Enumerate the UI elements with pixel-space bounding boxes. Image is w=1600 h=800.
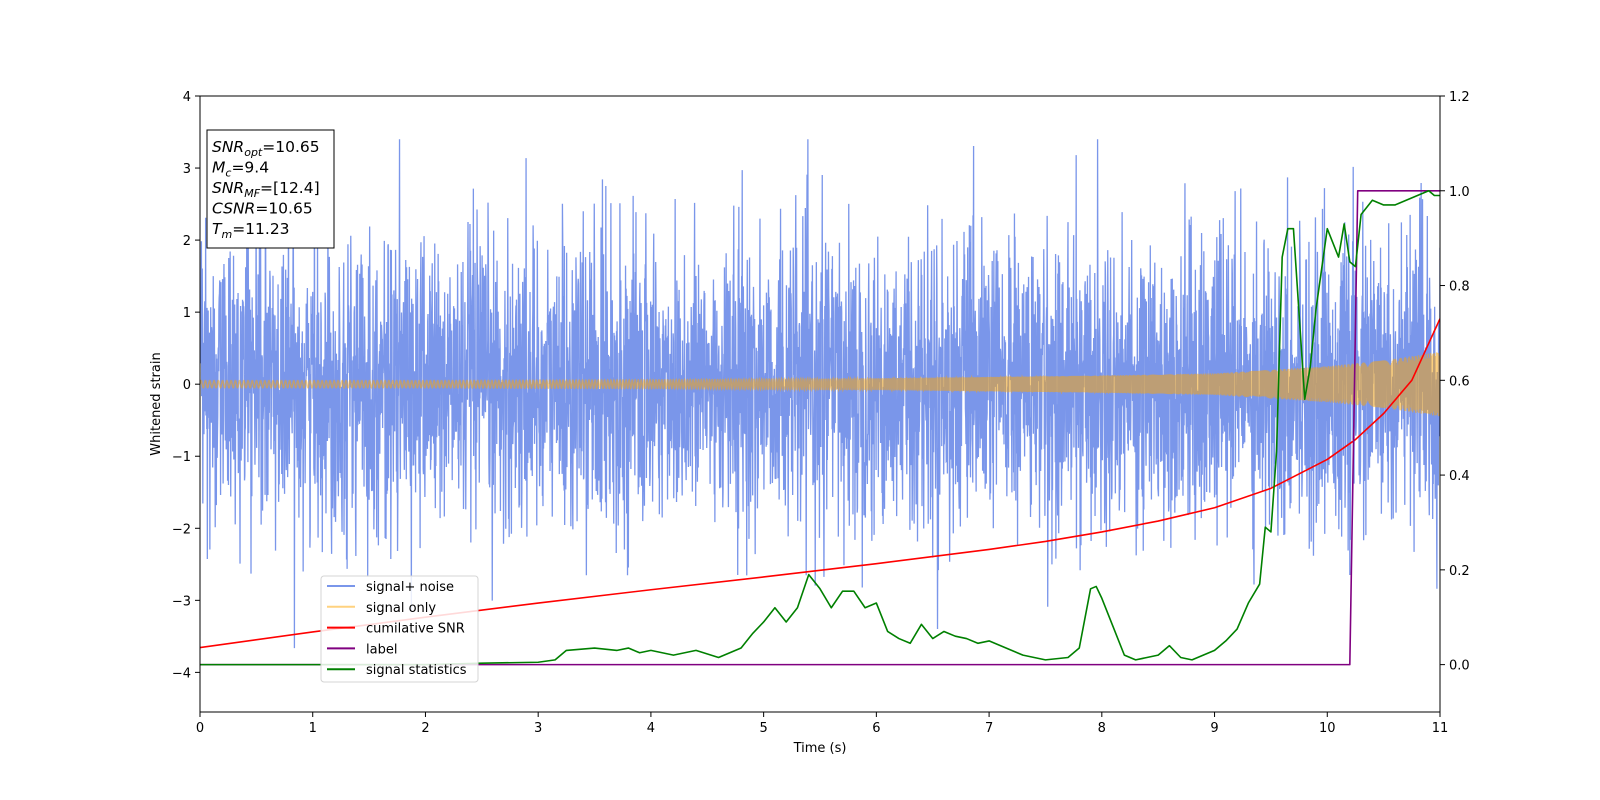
- annotation-main-4: T: [212, 220, 223, 238]
- series-cumilative-snr: [200, 318, 1440, 649]
- y2-tick-label-4: 0.8: [1449, 280, 1470, 295]
- annotation-value-1: =9.4: [231, 159, 269, 177]
- annotation-value-2: =[12.4]: [260, 179, 320, 197]
- y2-tick-label-5: 1.0: [1449, 185, 1470, 200]
- annotation-value-4: =11.23: [232, 220, 289, 238]
- x-tick-label-1: 1: [309, 721, 317, 736]
- legend-label-3: label: [366, 642, 397, 657]
- axes-layer: 0 1 2 3 4 5 6 7 8 9 10 11 −4 −3 −2 −1 0 1 2 3 4 0.0 0.2 0.4 0.6 0…: [172, 90, 1470, 736]
- x-tick-label-2: 2: [421, 721, 429, 736]
- series-layer: [200, 139, 1440, 666]
- x-axis-label: Time (s): [793, 741, 847, 756]
- annotation-main-3: CSNR: [212, 200, 255, 218]
- annotation-line-4: Tm=11.23: [212, 220, 290, 241]
- y2-tick-label-1: 0.2: [1449, 564, 1470, 579]
- y-tick-label-0: −4: [172, 666, 191, 681]
- x-tick-label-0: 0: [196, 721, 204, 736]
- y-tick-label-6: 2: [183, 234, 191, 249]
- series-signal-only: [200, 352, 1440, 417]
- legend: signal+ noise signal only cumilative SNR la…: [320, 575, 479, 683]
- legend-label-0: signal+ noise: [366, 580, 454, 595]
- annotation-sub-4: m: [221, 228, 232, 241]
- x-tick-label-5: 5: [759, 721, 767, 736]
- plot-frame: [199, 95, 1441, 713]
- y-axis-label: Whitened strain: [149, 352, 164, 455]
- y-tick-label-1: −3: [172, 594, 191, 609]
- y2-tick-label-6: 1.2: [1449, 90, 1470, 105]
- y2-tick-label-3: 0.6: [1449, 374, 1470, 389]
- x-tick-label-11: 11: [1432, 721, 1449, 736]
- annotation-line-1: Mc=9.4: [212, 159, 269, 180]
- y2-tick-label-2: 0.4: [1449, 469, 1470, 484]
- annotation-line-3: CSNR=10.65: [212, 200, 313, 218]
- y-tick-label-4: 0: [183, 378, 191, 393]
- series-signal-statistics: [200, 189, 1440, 666]
- annotation-value-0: =10.65: [262, 138, 319, 156]
- annotation-sub-1: c: [225, 167, 231, 180]
- x-tick-label-8: 8: [1098, 721, 1106, 736]
- annotation-frame: [206, 129, 335, 249]
- series-signal-noise: [200, 139, 1440, 649]
- legend-label-4: signal statistics: [366, 663, 467, 678]
- annotation-value-3: =10.65: [255, 200, 312, 218]
- y-tick-label-5: 1: [183, 306, 191, 321]
- y2-tick-label-0: 0.0: [1449, 659, 1470, 674]
- x-tick-label-3: 3: [534, 721, 542, 736]
- legend-label-2: cumilative SNR: [366, 622, 465, 637]
- legend-label-1: signal only: [366, 601, 436, 616]
- annotation-box: SNRopt=10.65Mc=9.4SNRMF=[12.4]CSNR=10.65…: [206, 129, 335, 249]
- x-tick-label-6: 6: [872, 721, 880, 736]
- y-tick-label-7: 3: [183, 162, 191, 177]
- y-tick-label-3: −1: [172, 450, 191, 465]
- x-tick-label-7: 7: [985, 721, 993, 736]
- legend-frame: [320, 575, 479, 683]
- x-tick-label-4: 4: [647, 721, 655, 736]
- annotation-main-2: SNR: [212, 179, 244, 197]
- series-label: [200, 189, 1440, 666]
- annotation-main-0: SNR: [212, 138, 244, 156]
- annotation-main-1: M: [212, 159, 225, 177]
- y-tick-label-2: −2: [172, 522, 191, 537]
- annotation-sub-2: MF: [244, 187, 260, 200]
- annotation-line-2: SNRMF=[12.4]: [212, 179, 320, 200]
- annotation-line-0: SNRopt=10.65: [212, 138, 320, 159]
- y-tick-label-8: 4: [183, 90, 191, 105]
- annotation-sub-0: opt: [244, 146, 263, 159]
- x-tick-label-10: 10: [1319, 721, 1336, 736]
- x-tick-label-9: 9: [1210, 721, 1218, 736]
